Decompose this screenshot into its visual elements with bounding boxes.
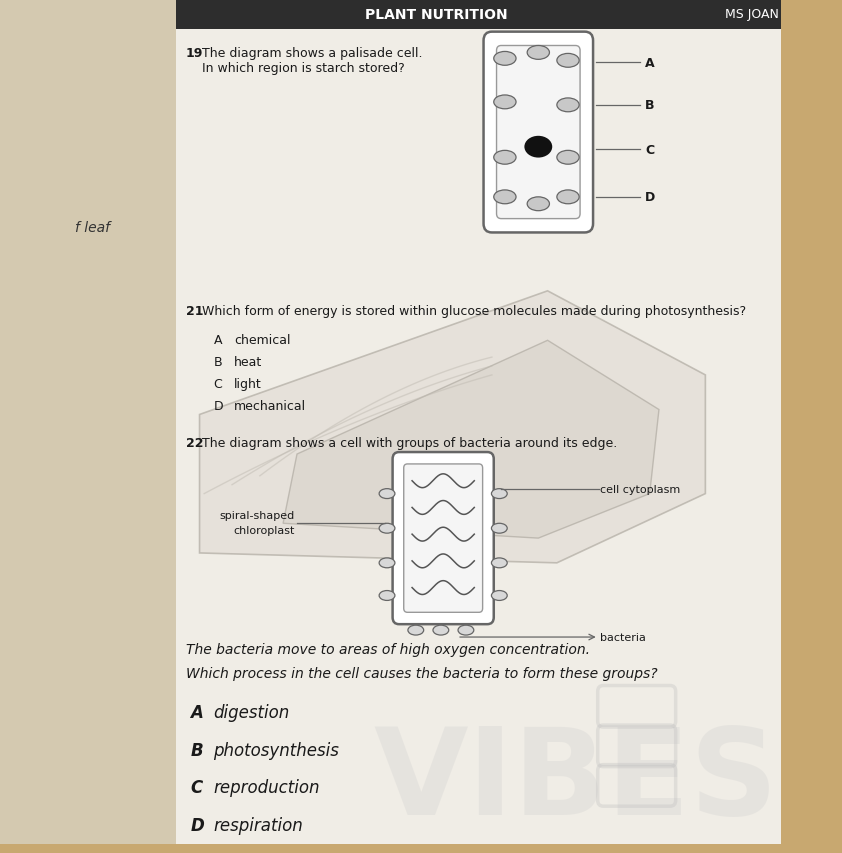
Text: 22: 22: [185, 437, 203, 450]
Text: 21: 21: [185, 305, 203, 317]
Text: bacteria: bacteria: [600, 632, 647, 642]
Text: C: C: [645, 143, 654, 157]
Text: B: B: [190, 741, 203, 759]
Text: heat: heat: [234, 356, 262, 368]
Ellipse shape: [557, 99, 579, 113]
Text: light: light: [234, 377, 262, 391]
Text: MS JOAN: MS JOAN: [725, 9, 779, 21]
Text: D: D: [645, 191, 655, 204]
Polygon shape: [200, 292, 706, 563]
Ellipse shape: [492, 558, 507, 568]
Text: f leaf: f leaf: [75, 220, 110, 235]
Ellipse shape: [433, 625, 449, 635]
Ellipse shape: [408, 625, 424, 635]
Ellipse shape: [379, 558, 395, 568]
Text: C: C: [190, 779, 203, 797]
Ellipse shape: [492, 524, 507, 533]
Ellipse shape: [493, 191, 516, 205]
Text: A: A: [214, 334, 222, 347]
Text: VIBES: VIBES: [373, 722, 778, 839]
Text: cell cytoplasm: cell cytoplasm: [600, 485, 680, 494]
Ellipse shape: [379, 489, 395, 499]
Text: chemical: chemical: [234, 334, 290, 347]
Ellipse shape: [525, 136, 552, 159]
Bar: [0, 0, 781, 30]
Bar: [0, 0, 185, 844]
Text: 19: 19: [185, 48, 203, 61]
Text: The bacteria move to areas of high oxygen concentration.: The bacteria move to areas of high oxyge…: [185, 642, 589, 656]
Ellipse shape: [492, 591, 507, 601]
Bar: [176, 0, 781, 30]
Ellipse shape: [557, 191, 579, 205]
Text: PLANT NUTRITION: PLANT NUTRITION: [365, 8, 508, 22]
Ellipse shape: [379, 591, 395, 601]
Ellipse shape: [458, 625, 474, 635]
Text: photosynthesis: photosynthesis: [214, 741, 339, 759]
Ellipse shape: [527, 198, 550, 212]
Text: spiral-shaped: spiral-shaped: [220, 511, 296, 520]
Ellipse shape: [379, 524, 395, 533]
FancyBboxPatch shape: [392, 453, 493, 624]
Text: D: D: [190, 816, 204, 834]
Text: A: A: [645, 57, 655, 70]
Text: Which process in the cell causes the bacteria to form these groups?: Which process in the cell causes the bac…: [185, 666, 658, 680]
Polygon shape: [283, 341, 659, 538]
Bar: [176, 0, 781, 844]
Ellipse shape: [493, 96, 516, 110]
Text: B: B: [214, 356, 222, 368]
Text: reproduction: reproduction: [214, 779, 320, 797]
Ellipse shape: [493, 151, 516, 165]
Ellipse shape: [492, 489, 507, 499]
Text: mechanical: mechanical: [234, 399, 306, 412]
Text: Which form of energy is stored within glucose molecules made during photosynthes: Which form of energy is stored within gl…: [202, 305, 747, 317]
Text: chloroplast: chloroplast: [234, 525, 296, 536]
Text: A: A: [190, 704, 203, 722]
Text: The diagram shows a cell with groups of bacteria around its edge.: The diagram shows a cell with groups of …: [202, 437, 617, 450]
FancyBboxPatch shape: [403, 464, 482, 612]
FancyBboxPatch shape: [483, 32, 593, 233]
Ellipse shape: [557, 151, 579, 165]
Text: D: D: [214, 399, 223, 412]
Ellipse shape: [527, 46, 550, 61]
Text: digestion: digestion: [214, 704, 290, 722]
FancyBboxPatch shape: [497, 46, 580, 219]
Text: B: B: [645, 99, 654, 113]
Ellipse shape: [557, 55, 579, 68]
Ellipse shape: [493, 52, 516, 67]
Text: respiration: respiration: [214, 816, 303, 834]
Text: In which region is starch stored?: In which region is starch stored?: [202, 62, 405, 75]
Text: C: C: [214, 377, 222, 391]
Text: The diagram shows a palisade cell.: The diagram shows a palisade cell.: [202, 48, 423, 61]
